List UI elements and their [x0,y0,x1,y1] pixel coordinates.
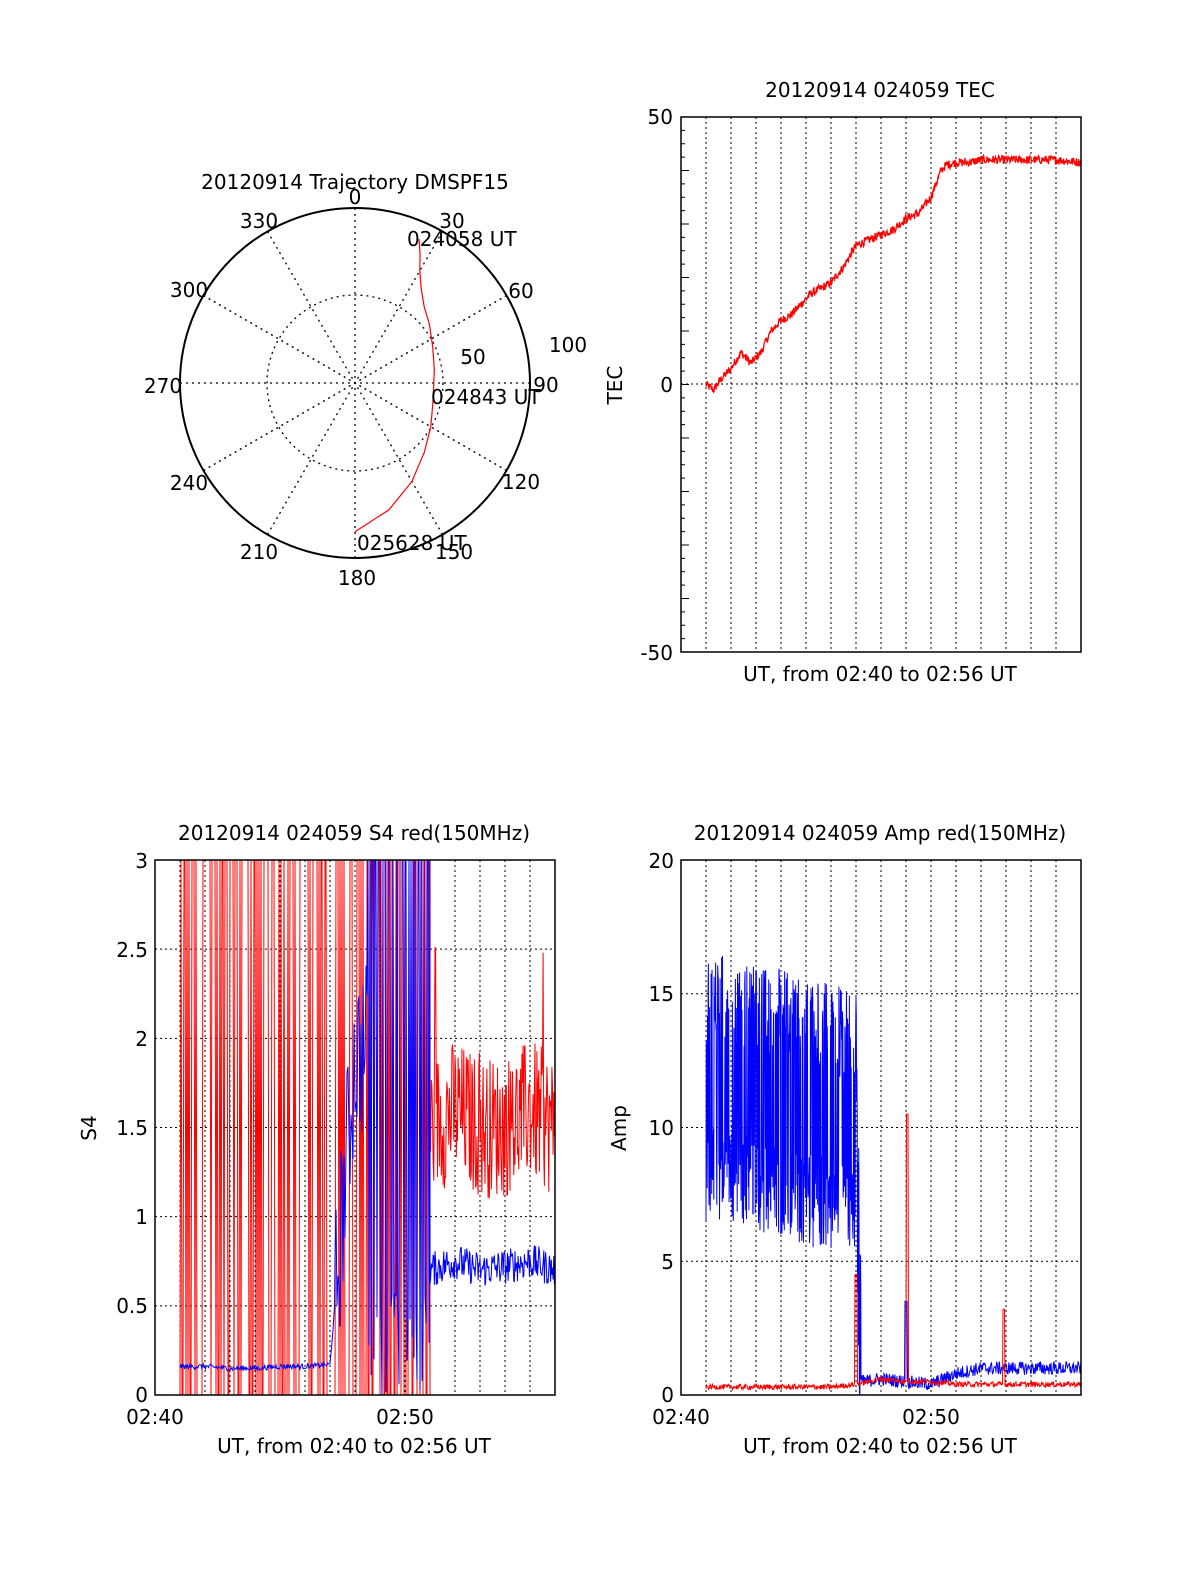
tec-ytick-neg50: -50 [640,641,673,665]
polar-annotation-start: 024058 UT [407,227,517,251]
amp-panel: 20120914 024059 Amp red(150MHz) 0 5 10 1… [607,821,1082,1458]
polar-inner-ring [266,294,444,472]
polar-spoke-150 [266,231,444,535]
polar-angle-0: 0 [349,185,362,209]
polar-angle-240: 240 [170,471,208,495]
amp-ytick-0: 0 [661,1383,674,1407]
s4-xtick-0240: 02:40 [126,1405,184,1429]
polar-angle-180: 180 [338,566,376,590]
amp-ylabel: Amp [607,1105,631,1151]
s4-ytick-0: 0 [135,1383,148,1407]
polar-radius-100: 100 [549,333,587,357]
amp-xtick-0250: 02:50 [902,1405,960,1429]
tec-y-minor-ticks [681,116,689,653]
amp-ytick-5: 5 [661,1250,674,1274]
s4-title: 20120914 024059 S4 red(150MHz) [178,821,530,845]
polar-angle-90: 90 [533,373,558,397]
s4-ytick-2-5: 2.5 [116,938,148,962]
amp-ytick-15: 15 [649,982,674,1006]
amp-xtick-0240: 02:40 [652,1405,710,1429]
polar-angle-330: 330 [240,209,278,233]
s4-ytick-3: 3 [135,849,148,873]
amp-ytick-10: 10 [649,1116,674,1140]
polar-angle-150: 150 [435,540,473,564]
s4-plot-frame [154,859,556,1396]
polar-trajectory-line [354,239,435,533]
tec-series-line [705,153,1082,394]
tec-ytick-50: 50 [648,105,673,129]
s4-ytick-1-5: 1.5 [116,1116,148,1140]
amp-blue-series [705,955,1082,1396]
polar-angle-270: 270 [144,374,182,398]
s4-xtick-0250: 02:50 [376,1405,434,1429]
polar-angle-60: 60 [508,279,533,303]
tec-gridlines [705,117,1057,652]
tec-ylabel: TEC [603,366,627,406]
polar-angle-300: 300 [170,278,208,302]
amp-blue-line [705,955,1082,1396]
polar-annotation-end: 025628 UT [357,531,467,555]
amp-red-line [705,1113,1082,1392]
polar-angle-30: 30 [439,209,464,233]
polar-spokes [180,208,530,558]
tec-ytick-0: 0 [660,373,673,397]
tec-xlabel: UT, from 02:40 to 02:56 UT [743,662,1018,686]
amp-ytick-20: 20 [649,849,674,873]
amp-plot-frame [680,859,1082,1396]
tec-panel: 20120914 024059 TEC 50 0 -50 TEC UT, fro… [603,78,1082,686]
s4-ytick-2: 2 [135,1027,148,1051]
polar-angle-120: 120 [502,470,540,494]
polar-title: 20120914 Trajectory DMSPF15 [201,170,509,194]
polar-radius-50: 50 [460,345,485,369]
polar-annotation-mid: 024843 UT [431,385,541,409]
s4-ylabel: S4 [77,1115,101,1140]
polar-panel: 20120914 Trajectory DMSPF15 0 30 60 90 1… [144,170,587,590]
tec-title: 20120914 024059 TEC [765,78,995,102]
s4-panel: 20120914 024059 S4 red(150MHz) 0 0.5 1 1… [77,821,556,1458]
amp-xlabel: UT, from 02:40 to 02:56 UT [743,1434,1018,1458]
s4-xlabel: UT, from 02:40 to 02:56 UT [217,1434,492,1458]
polar-angle-210: 210 [240,540,278,564]
amp-red-series [705,1113,1082,1392]
s4-ytick-1: 1 [135,1205,148,1229]
amp-title: 20120914 024059 Amp red(150MHz) [694,821,1066,845]
s4-ytick-0-5: 0.5 [116,1294,148,1318]
